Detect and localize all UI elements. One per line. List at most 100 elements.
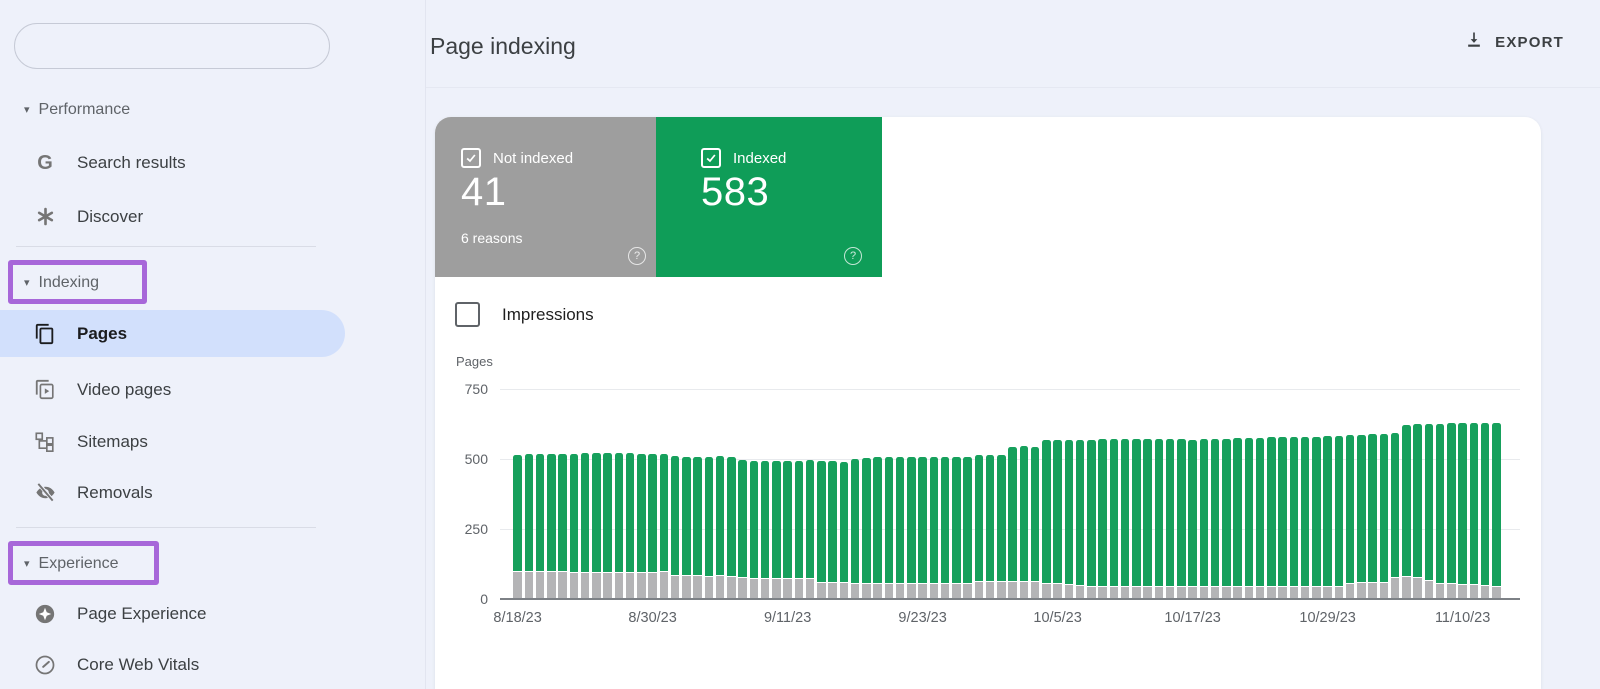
indexed-checkbox[interactable]: [701, 148, 721, 168]
sidebar-section-performance[interactable]: ▾ Performance: [24, 98, 130, 122]
bar[interactable]: [793, 389, 804, 598]
impressions-toggle[interactable]: Impressions: [455, 302, 594, 327]
bar[interactable]: [1131, 389, 1142, 598]
bar[interactable]: [670, 389, 681, 598]
bar[interactable]: [636, 389, 647, 598]
search-input[interactable]: [14, 23, 330, 69]
bar[interactable]: [883, 389, 894, 598]
bar[interactable]: [1266, 389, 1277, 598]
bar[interactable]: [928, 389, 939, 598]
bar[interactable]: [1367, 389, 1378, 598]
sidebar-section-indexing[interactable]: ▾ Indexing: [24, 271, 99, 295]
bar[interactable]: [1457, 389, 1468, 598]
bar[interactable]: [580, 389, 591, 598]
bar[interactable]: [1255, 389, 1266, 598]
impressions-checkbox[interactable]: [455, 302, 480, 327]
bar[interactable]: [625, 389, 636, 598]
bar[interactable]: [658, 389, 669, 598]
bar[interactable]: [940, 389, 951, 598]
bar[interactable]: [737, 389, 748, 598]
bar[interactable]: [1311, 389, 1322, 598]
bar[interactable]: [748, 389, 759, 598]
bar[interactable]: [760, 389, 771, 598]
bar[interactable]: [1288, 389, 1299, 598]
bar[interactable]: [681, 389, 692, 598]
bar[interactable]: [850, 389, 861, 598]
bar[interactable]: [602, 389, 613, 598]
bar[interactable]: [1198, 389, 1209, 598]
sidebar-item-sitemaps[interactable]: Sitemaps: [0, 418, 345, 465]
bar[interactable]: [816, 389, 827, 598]
bar[interactable]: [1108, 389, 1119, 598]
bar[interactable]: [906, 389, 917, 598]
bar[interactable]: [1063, 389, 1074, 598]
bar[interactable]: [1322, 389, 1333, 598]
sidebar-item-video-pages[interactable]: Video pages: [0, 366, 345, 413]
bar[interactable]: [838, 389, 849, 598]
bar[interactable]: [805, 389, 816, 598]
sidebar-item-search-results[interactable]: G Search results: [0, 139, 345, 186]
bar[interactable]: [861, 389, 872, 598]
bar[interactable]: [523, 389, 534, 598]
sidebar-item-page-experience[interactable]: Page Experience: [0, 590, 345, 637]
bar[interactable]: [1356, 389, 1367, 598]
bar[interactable]: [951, 389, 962, 598]
bar[interactable]: [1030, 389, 1041, 598]
bar[interactable]: [827, 389, 838, 598]
indexed-card[interactable]: Indexed 583 ?: [656, 117, 882, 277]
bar[interactable]: [973, 389, 984, 598]
bar[interactable]: [1086, 389, 1097, 598]
bar[interactable]: [1468, 389, 1479, 598]
bar[interactable]: [557, 389, 568, 598]
bar[interactable]: [1300, 389, 1311, 598]
bar[interactable]: [613, 389, 624, 598]
bar[interactable]: [782, 389, 793, 598]
bar[interactable]: [1423, 389, 1434, 598]
bar[interactable]: [962, 389, 973, 598]
not-indexed-card[interactable]: Not indexed 41 6 reasons ?: [435, 117, 656, 277]
bar[interactable]: [1120, 389, 1131, 598]
bar[interactable]: [726, 389, 737, 598]
bar[interactable]: [546, 389, 557, 598]
bar[interactable]: [1165, 389, 1176, 598]
export-button[interactable]: EXPORT: [1464, 30, 1564, 55]
sidebar-item-pages[interactable]: Pages: [0, 310, 345, 357]
bar[interactable]: [535, 389, 546, 598]
bar[interactable]: [1401, 389, 1412, 598]
bar[interactable]: [512, 389, 523, 598]
bar[interactable]: [692, 389, 703, 598]
bar[interactable]: [1018, 389, 1029, 598]
bar[interactable]: [1210, 389, 1221, 598]
bar[interactable]: [1052, 389, 1063, 598]
bar[interactable]: [1345, 389, 1356, 598]
bar[interactable]: [1446, 389, 1457, 598]
sidebar-section-experience[interactable]: ▾ Experience: [24, 552, 119, 576]
bar[interactable]: [1142, 389, 1153, 598]
bar[interactable]: [1243, 389, 1254, 598]
bar[interactable]: [872, 389, 883, 598]
bar[interactable]: [647, 389, 658, 598]
sidebar-item-discover[interactable]: Discover: [0, 193, 345, 240]
bar[interactable]: [1187, 389, 1198, 598]
bar[interactable]: [715, 389, 726, 598]
bar[interactable]: [1041, 389, 1052, 598]
bar[interactable]: [1007, 389, 1018, 598]
bar[interactable]: [917, 389, 928, 598]
bar[interactable]: [1075, 389, 1086, 598]
bar[interactable]: [1277, 389, 1288, 598]
help-icon[interactable]: ?: [844, 247, 862, 265]
bar[interactable]: [1390, 389, 1401, 598]
bar[interactable]: [1412, 389, 1423, 598]
bar[interactable]: [996, 389, 1007, 598]
bar[interactable]: [1232, 389, 1243, 598]
bar[interactable]: [1333, 389, 1344, 598]
bar[interactable]: [895, 389, 906, 598]
bar[interactable]: [591, 389, 602, 598]
sidebar-item-core-web-vitals[interactable]: Core Web Vitals: [0, 641, 345, 688]
bar[interactable]: [568, 389, 579, 598]
not-indexed-checkbox[interactable]: [461, 148, 481, 168]
bar[interactable]: [1176, 389, 1187, 598]
help-icon[interactable]: ?: [628, 247, 646, 265]
bar[interactable]: [1097, 389, 1108, 598]
sidebar-item-removals[interactable]: Removals: [0, 469, 345, 516]
